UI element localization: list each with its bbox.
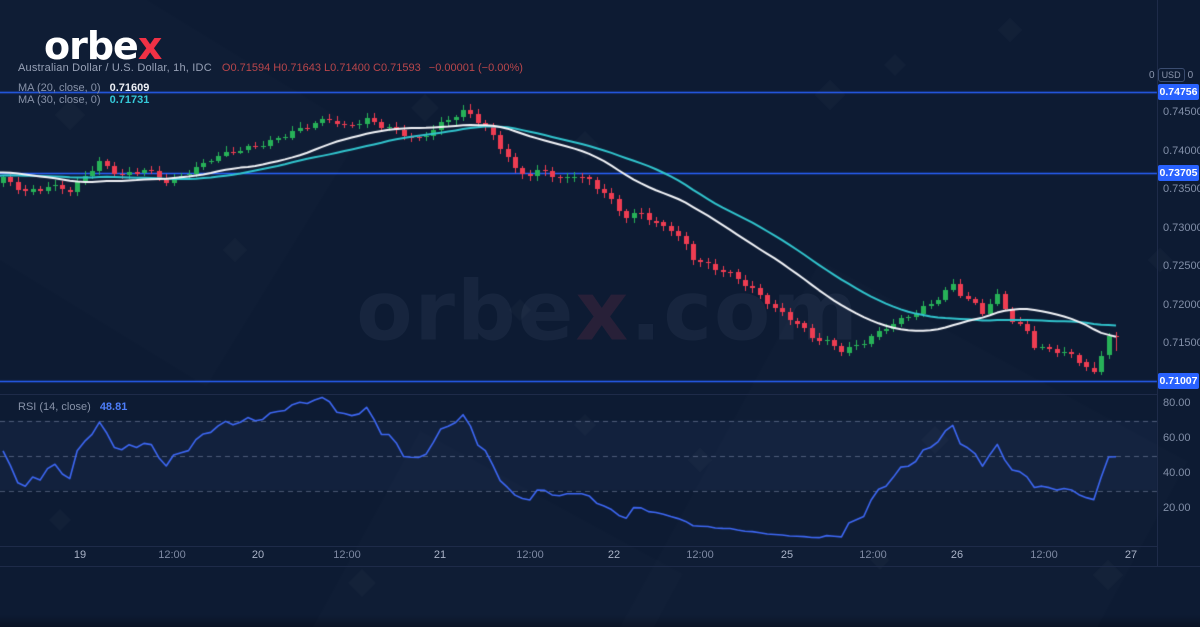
- price-level-badge: 0.73705: [1158, 165, 1199, 182]
- symbol-legend[interactable]: Australian Dollar / U.S. Dollar, 1h, IDC…: [18, 62, 523, 74]
- ma20-label: MA (20, close, 0): [18, 82, 101, 94]
- orbex-logo-x: x: [137, 24, 162, 68]
- rsi-tick-label: 20.00: [1163, 502, 1191, 514]
- price-level-badge: 0.74756: [1158, 84, 1199, 101]
- time-tick-label: 12:00: [516, 549, 544, 561]
- ma20-value: 0.71609: [109, 82, 150, 94]
- price-tick-label: 0.73500: [1163, 183, 1200, 195]
- ma30-legend[interactable]: MA (30, close, 0) 0.71731: [18, 94, 149, 106]
- time-axis-bottom-border: [0, 566, 1200, 567]
- pane-separator[interactable]: [0, 394, 1157, 395]
- rsi-tick-label: 60.00: [1163, 432, 1191, 444]
- time-tick-label: 22: [607, 549, 621, 561]
- time-tick-label: 12:00: [1030, 549, 1058, 561]
- price-axis-corner-note: 0 USD 0: [1149, 68, 1193, 82]
- rsi-label: RSI (14, close): [18, 401, 91, 413]
- time-tick-label: 20: [251, 549, 265, 561]
- time-tick-label: 12:00: [686, 549, 714, 561]
- price-tick-label: 0.72500: [1163, 260, 1200, 272]
- corner-right: 0: [1187, 69, 1194, 81]
- ohlc-values: O0.71594 H0.71643 L0.71400 C0.71593: [221, 62, 421, 74]
- price-tick-label: 0.74000: [1163, 144, 1200, 157]
- rsi-tick-label: 40.00: [1163, 467, 1191, 479]
- rsi-tick-label: 80.00: [1163, 397, 1191, 409]
- corner-left: 0: [1149, 69, 1155, 81]
- price-tick-label: 0.73000: [1163, 221, 1200, 234]
- time-tick-label: 12:00: [859, 549, 887, 561]
- time-tick-label: 21: [433, 549, 447, 561]
- time-tick-label: 19: [73, 549, 87, 561]
- rsi-value: 48.81: [99, 401, 128, 413]
- time-tick-label: 25: [780, 549, 794, 561]
- orbex-logo-text: orbe: [44, 24, 139, 68]
- orbex-logo: orbex: [44, 24, 162, 68]
- price-tick-label: 0.74500: [1163, 106, 1200, 118]
- rsi-axis-separator: [0, 546, 1157, 547]
- change-value: −0.00001 (−0.00%): [428, 62, 523, 74]
- time-tick-label: 12:00: [158, 549, 186, 561]
- symbol-title: Australian Dollar / U.S. Dollar, 1h, IDC: [18, 62, 212, 74]
- time-tick-label: 27: [1124, 549, 1138, 561]
- time-tick-label: 12:00: [333, 549, 361, 561]
- price-axis-border: [1157, 0, 1158, 566]
- time-tick-label: 26: [950, 549, 964, 561]
- ma20-legend[interactable]: MA (20, close, 0) 0.71609: [18, 82, 149, 94]
- price-tick-label: 0.71500: [1163, 337, 1200, 349]
- price-tick-label: 0.72000: [1163, 298, 1200, 311]
- usd-badge: USD: [1157, 68, 1185, 82]
- ma30-label: MA (30, close, 0): [18, 94, 101, 106]
- rsi-legend[interactable]: RSI (14, close) 48.81: [18, 401, 127, 413]
- ma30-value: 0.71731: [109, 94, 150, 106]
- price-level-badge: 0.71007: [1158, 372, 1199, 389]
